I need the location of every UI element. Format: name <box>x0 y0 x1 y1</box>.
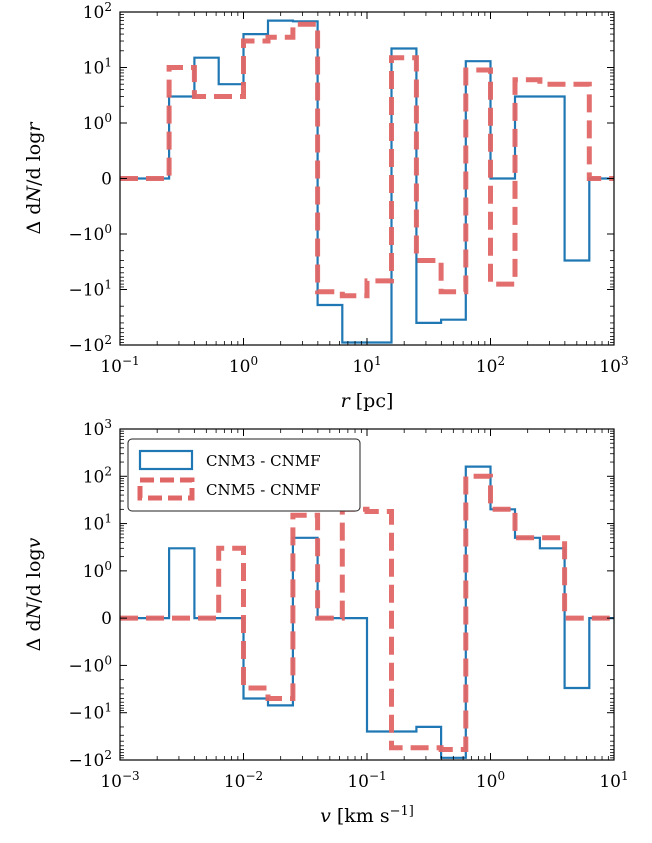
y-axis-label: Δ dN/d logr <box>23 121 45 235</box>
y-tick-label: 100 <box>83 111 112 134</box>
x-tick-label: 10−2 <box>224 769 263 792</box>
y-tick-label: 0 <box>101 170 112 190</box>
y-tick-label: −101 <box>68 701 112 724</box>
y-tick-label: −101 <box>68 278 112 301</box>
y-tick-label: 103 <box>83 417 112 440</box>
x-tick-label: 10−1 <box>347 769 386 792</box>
y-tick-label: 0 <box>101 609 112 629</box>
chart-panel-1: 10−1 100 101 102 103 102 101 100 0 −100 −101 −102 r … <box>23 0 629 412</box>
legend-label-cnm3: CNM3 - CNMF <box>206 452 320 470</box>
x-axis-label: r [pc] <box>341 390 394 412</box>
x-tick-label: 100 <box>229 354 258 377</box>
series-cnm5-line <box>120 473 614 752</box>
legend-swatch-cnm5 <box>137 477 195 501</box>
y-axis-label: Δ dN/d logv <box>23 537 45 651</box>
x-tick-label: 101 <box>352 354 381 377</box>
y-tick-label: 102 <box>83 0 112 23</box>
chart-panel-2: 10−3 10−2 10−1 100 101 103 102 101 100 0 −100 −101 −… <box>23 417 629 827</box>
x-tick-label: 101 <box>599 769 628 792</box>
y-tick-label: 101 <box>83 56 112 79</box>
series-cnm5-line <box>120 21 614 299</box>
y-tick-label: −102 <box>68 748 112 771</box>
x-tick-label: 10−1 <box>100 354 139 377</box>
x-tick-label: 102 <box>476 354 505 377</box>
series-cnm3-line <box>120 19 614 344</box>
legend-label-cnm5: CNM5 - CNMF <box>206 481 320 499</box>
y-tick-label: −100 <box>68 653 112 676</box>
y-tick-label: 102 <box>83 464 112 487</box>
legend: CNM3 - CNMF CNM5 - CNMF <box>127 438 361 512</box>
x-tick-label: 10−3 <box>100 769 139 792</box>
x-tick-label: 100 <box>476 769 505 792</box>
y-tick-label: −102 <box>68 333 112 356</box>
y-tick-label: −100 <box>68 222 112 245</box>
x-axis-label: v [km s−1] <box>320 804 414 827</box>
y-tick-label: 101 <box>83 512 112 535</box>
legend-swatch-cnm3 <box>138 449 194 471</box>
y-tick-label: 100 <box>83 559 112 582</box>
legend-box <box>127 438 361 512</box>
x-tick-label: 103 <box>599 354 628 377</box>
